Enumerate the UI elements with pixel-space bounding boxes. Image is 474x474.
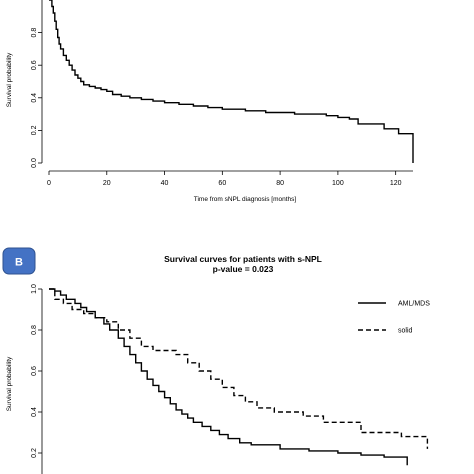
panel-b-legend-label-solid: solid [398,328,413,335]
panel-b-legend-label-aml-mds: AML/MDS [398,301,430,308]
panel-a-y-ticks: 0.0 0.2 0.4 0.6 0.8 [31,28,42,168]
panel-b-y-tick-label: 0.6 [31,366,38,376]
panel-a-x-tick-label: 100 [332,180,344,187]
panel-a-y-axis-label: Survival probability [6,52,13,107]
panel-a-x-tick-label: 20 [103,180,111,187]
panel-b-subtitle: p-value = 0.023 [213,264,274,274]
panel-b-y-tick-label: 0.4 [31,407,38,417]
panel-a-x-tick-label: 80 [276,180,284,187]
panel-b-y-tick-label: 0.8 [31,325,38,335]
panel-a-y-tick-label: 0.4 [31,93,38,103]
panel-b-curve-solid [49,288,429,449]
panel-b-y-axis-label: Survival probability [6,356,13,411]
panel-b-y-ticks: 0.2 0.4 0.6 0.8 1.0 [31,284,42,458]
panel-a-x-tick-label: 120 [390,180,402,187]
panel-a-x-axis-label: Time from sNPL diagnosis [months] [194,196,297,203]
panel-a-x-tick-label: 40 [161,180,169,187]
panel-a-y-tick-label: 0.6 [31,60,38,70]
panel-b-curve-aml-mds [49,288,408,466]
panel-a-x-ticks: 0 20 40 60 80 100 120 [47,171,402,187]
panel-b-badge-label: B [15,257,23,269]
panel-b-y-tick-label: 1.0 [31,284,38,294]
panel-a-y-tick-label: 0.8 [31,28,38,38]
panel-b-badge [2,247,36,275]
panel-b-title: Survival curves for patients with s-NPL [164,254,322,264]
panel-a-y-tick-label: 0.2 [31,125,38,135]
panel-b: B Survival curves for patients with s-NP… [2,247,430,474]
panel-a-y-tick-label: 0.0 [31,158,38,168]
panel-a-x-tick-label: 60 [218,180,226,187]
panel-a-survival-curve [49,0,414,163]
panel-a: 0 20 40 60 80 100 120 0.0 0.2 0.4 0.6 0.8 Time fro… [6,0,414,203]
panel-b-y-tick-label: 0.2 [31,448,38,458]
panel-a-x-tick-label: 0 [47,180,51,187]
